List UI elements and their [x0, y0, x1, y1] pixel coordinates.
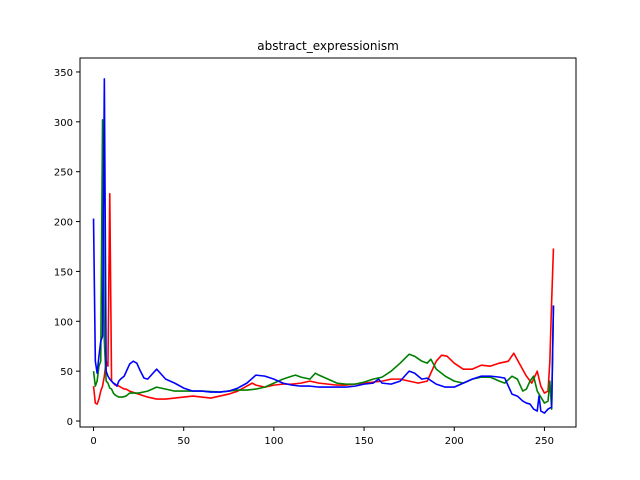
x-tick-label: 50 [177, 436, 190, 447]
x-tick-label: 150 [355, 436, 374, 447]
y-tick-label: 100 [54, 317, 73, 328]
series-line-1 [92, 119, 555, 410]
y-tick-label: 0 [67, 417, 73, 428]
y-tick-label: 200 [54, 218, 73, 229]
x-axis: 0 50 100 150 200 250 [90, 427, 554, 447]
chart-title: abstract_expressionism [257, 39, 399, 53]
series-line-2 [92, 78, 555, 414]
y-tick-label: 50 [60, 367, 73, 378]
y-tick-label: 350 [54, 68, 73, 79]
y-tick-label: 150 [54, 267, 73, 278]
y-tick-label: 250 [54, 168, 73, 179]
x-tick-label: 250 [535, 436, 554, 447]
y-axis: 0 50 100 150 200 250 300 350 [54, 68, 80, 428]
plot-frame [79, 57, 577, 428]
x-tick-label: 100 [264, 436, 283, 447]
x-tick-label: 200 [445, 436, 464, 447]
x-tick-label: 0 [90, 436, 96, 447]
series-layer [92, 78, 555, 414]
y-tick-label: 300 [54, 118, 73, 129]
